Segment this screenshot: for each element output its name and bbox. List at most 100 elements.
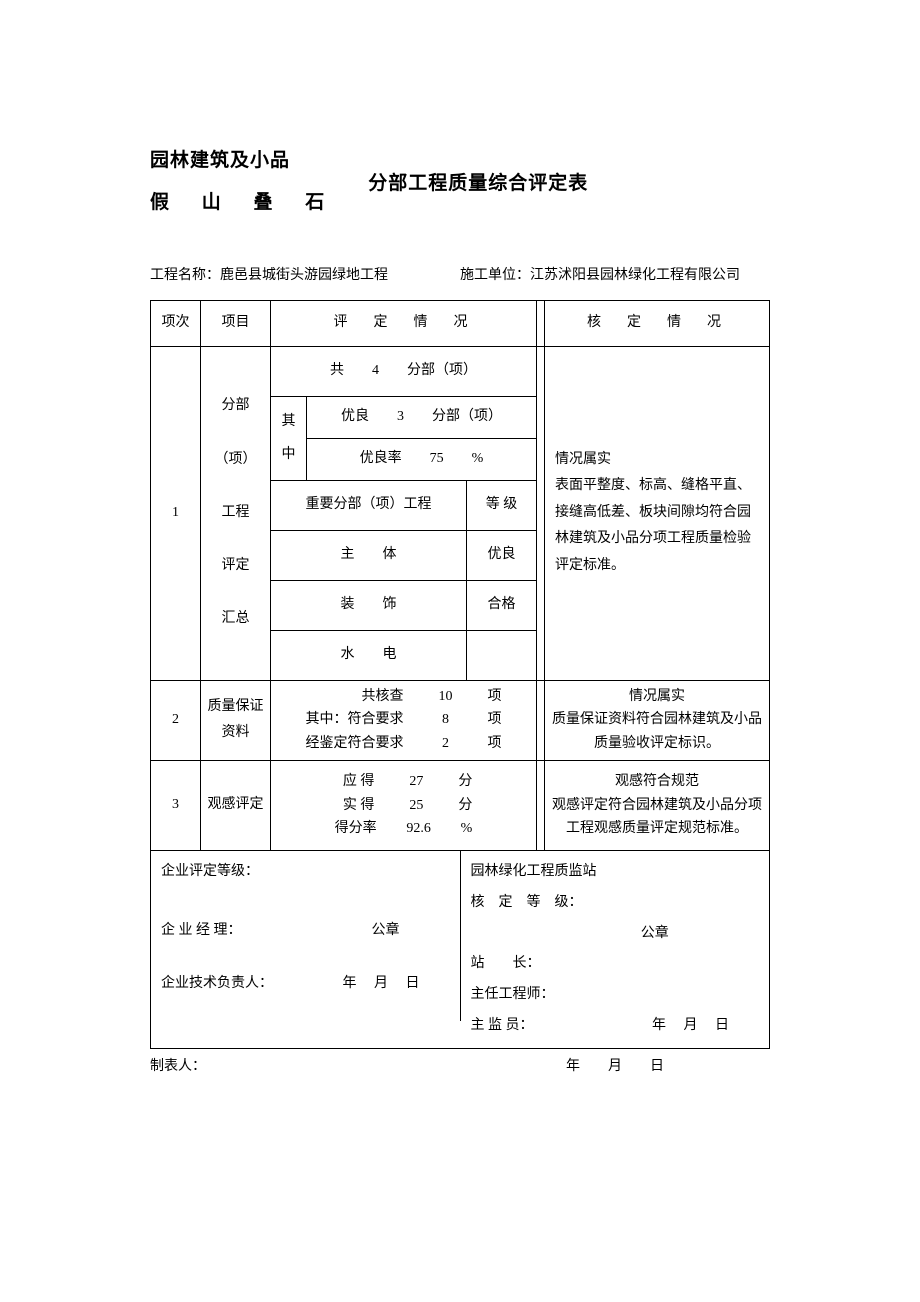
rate-unit: % xyxy=(472,451,484,466)
maker-date: 年 月 日 xyxy=(460,1055,770,1075)
project-name: 工程名称：鹿邑县城街头游园绿地工程 xyxy=(150,264,460,284)
section1-total: 共 4 分部（项） xyxy=(271,346,537,396)
title-line1: 园林建筑及小品 xyxy=(150,140,338,182)
section2-project: 质量保证 资料 xyxy=(201,680,271,760)
maker-label: 制表人： xyxy=(150,1055,460,1075)
maker-line: 制表人： 年 月 日 xyxy=(150,1055,770,1075)
header-verify: 核 定 情 况 xyxy=(545,300,770,346)
station-label: 园林绿化工程质监站 xyxy=(471,857,760,888)
supervisor-row: 主 监 员： 年 月 日 xyxy=(471,1011,760,1042)
rate-label: 优良率 xyxy=(360,451,402,466)
s3-l3c: % xyxy=(461,821,473,836)
supervisor-label: 主 监 员： xyxy=(471,1011,534,1042)
seal-left: 公章 xyxy=(372,916,400,947)
item-c-grade xyxy=(467,630,537,680)
good-count: 3 xyxy=(397,409,404,424)
seal-right: 公章 xyxy=(471,919,760,950)
document-page: 园林建筑及小品 假 山 叠 石 分部工程质量综合评定表 工程名称：鹿邑县城街头游… xyxy=(0,0,920,1135)
rate-val: 75 xyxy=(430,451,444,466)
header-eval: 评 定 情 况 xyxy=(271,300,537,346)
section2-row: 2 质量保证 资料 共核查 10 项 其中：符合要求 8 项 经鉴定符合要求 2… xyxy=(151,680,770,760)
s3-l1c: 分 xyxy=(458,774,472,789)
section2-no: 2 xyxy=(151,680,201,760)
date-right: 年 月 日 xyxy=(652,1011,729,1042)
section1-verify: 情况属实 表面平整度、标高、缝格平直、接缝高低差、板块间隙均符合园林建筑及小品分… xyxy=(545,346,770,680)
section2-gap xyxy=(537,680,545,760)
total-suffix: 分部（项） xyxy=(407,363,477,378)
footer-row: 企业评定等级： 企 业 经 理： 公章 企业技术负责人： 年 月 日 xyxy=(151,850,770,1048)
good-suffix: 分部（项） xyxy=(432,409,502,424)
footer-right: 园林绿化工程质监站 核 定 等 级： 公章 站 长： 主任工程师： 主 监 员：… xyxy=(461,851,770,1048)
section1-good: 优良 3 分部（项） xyxy=(307,396,537,438)
project-value: 鹿邑县城街头游园绿地工程 xyxy=(220,268,388,283)
s3-l3a: 得分率 xyxy=(335,821,377,836)
item-a-grade: 优良 xyxy=(467,530,537,580)
s2-l2c: 项 xyxy=(488,712,502,727)
section3-eval: 应 得 27 分 实 得 25 分 得分率 92.6 % xyxy=(271,760,537,850)
enterprise-grade: 企业评定等级： xyxy=(161,857,450,888)
header-verify-text: 核 定 情 况 xyxy=(587,315,727,330)
total-prefix: 共 xyxy=(330,363,344,378)
header-eval-text: 评 定 情 况 xyxy=(334,315,474,330)
s3-l2b: 25 xyxy=(402,794,430,818)
s2-l3a: 经鉴定符合要求 xyxy=(306,736,404,751)
footer-block: 企业评定等级： 企 业 经 理： 公章 企业技术负责人： 年 月 日 xyxy=(151,851,769,1048)
section1-rate: 优良率 75 % xyxy=(307,438,537,480)
enterprise-manager-row: 企 业 经 理： 公章 xyxy=(161,916,450,947)
title-line2: 假 山 叠 石 xyxy=(150,182,338,224)
project-label: 工程名称： xyxy=(150,268,220,283)
header-project: 项目 xyxy=(201,300,271,346)
s2-l2b: 8 xyxy=(432,708,460,732)
tech-label: 企业技术负责人： xyxy=(161,969,273,1000)
item-b-grade: 合格 xyxy=(467,580,537,630)
header-gap xyxy=(537,300,545,346)
section3-row: 3 观感评定 应 得 27 分 实 得 25 分 得分率 92.6 % 观感符合… xyxy=(151,760,770,850)
item-b: 装 饰 xyxy=(271,580,467,630)
construction-unit: 施工单位：江苏沭阳县园林绿化工程有限公司 xyxy=(460,264,770,284)
s3-l3b: 92.6 xyxy=(405,817,433,841)
s2-l1c: 项 xyxy=(488,689,502,704)
section3-verify: 观感符合规范 观感评定符合园林建筑及小品分项工程观感质量评定规范标准。 xyxy=(545,760,770,850)
section3-project: 观感评定 xyxy=(201,760,271,850)
header-no: 项次 xyxy=(151,300,201,346)
grade-label: 等 级 xyxy=(467,480,537,530)
s3-l1b: 27 xyxy=(402,770,430,794)
enterprise-tech-row: 企业技术负责人： 年 月 日 xyxy=(161,969,450,1000)
s3-l1a: 应 得 xyxy=(343,774,375,789)
title-row: 园林建筑及小品 假 山 叠 石 分部工程质量综合评定表 xyxy=(150,140,770,224)
good-prefix: 优良 xyxy=(341,409,369,424)
total-count: 4 xyxy=(372,363,379,378)
section1-total-row: 1 分部 （项） 工程 评定 汇总 共 4 分部（项） 情况属实 表面平整度、标… xyxy=(151,346,770,396)
section2-verify: 情况属实 质量保证资料符合园林建筑及小品质量验收评定标识。 xyxy=(545,680,770,760)
item-c: 水 电 xyxy=(271,630,467,680)
title-right: 分部工程质量综合评定表 xyxy=(368,168,588,195)
footer-left: 企业评定等级： 企 业 经 理： 公章 企业技术负责人： 年 月 日 xyxy=(151,851,461,1021)
s2-l3c: 项 xyxy=(488,736,502,751)
s2-l2a: 其中：符合要求 xyxy=(306,712,404,727)
item-a: 主 体 xyxy=(271,530,467,580)
evaluation-table: 项次 项目 评 定 情 况 核 定 情 况 1 分部 （项） 工程 评定 汇总 … xyxy=(150,300,770,1049)
engineer-label: 主任工程师： xyxy=(471,980,760,1011)
section3-no: 3 xyxy=(151,760,201,850)
section1-project: 分部 （项） 工程 评定 汇总 xyxy=(201,346,271,680)
s3-l2a: 实 得 xyxy=(343,798,375,813)
section1-sub-label: 其 中 xyxy=(271,396,307,480)
s2-l1a: 共核查 xyxy=(362,689,404,704)
unit-label: 施工单位： xyxy=(460,268,530,283)
key-label: 重要分部（项）工程 xyxy=(271,480,467,530)
s3-l2c: 分 xyxy=(458,798,472,813)
chief-label: 站 长： xyxy=(471,949,760,980)
manager-label: 企 业 经 理： xyxy=(161,916,242,947)
date-left: 年 月 日 xyxy=(343,969,420,1000)
section1-no: 1 xyxy=(151,346,201,680)
s2-l3b: 2 xyxy=(432,732,460,756)
section2-eval: 共核查 10 项 其中：符合要求 8 项 经鉴定符合要求 2 项 xyxy=(271,680,537,760)
s2-l1b: 10 xyxy=(432,685,460,709)
table-header-row: 项次 项目 评 定 情 况 核 定 情 况 xyxy=(151,300,770,346)
meta-row: 工程名称：鹿邑县城街头游园绿地工程 施工单位：江苏沭阳县园林绿化工程有限公司 xyxy=(150,264,770,284)
unit-value: 江苏沭阳县园林绿化工程有限公司 xyxy=(530,268,740,283)
section1-gap xyxy=(537,346,545,680)
station-grade: 核 定 等 级： xyxy=(471,888,760,919)
section3-gap xyxy=(537,760,545,850)
title-left: 园林建筑及小品 假 山 叠 石 xyxy=(150,140,338,224)
